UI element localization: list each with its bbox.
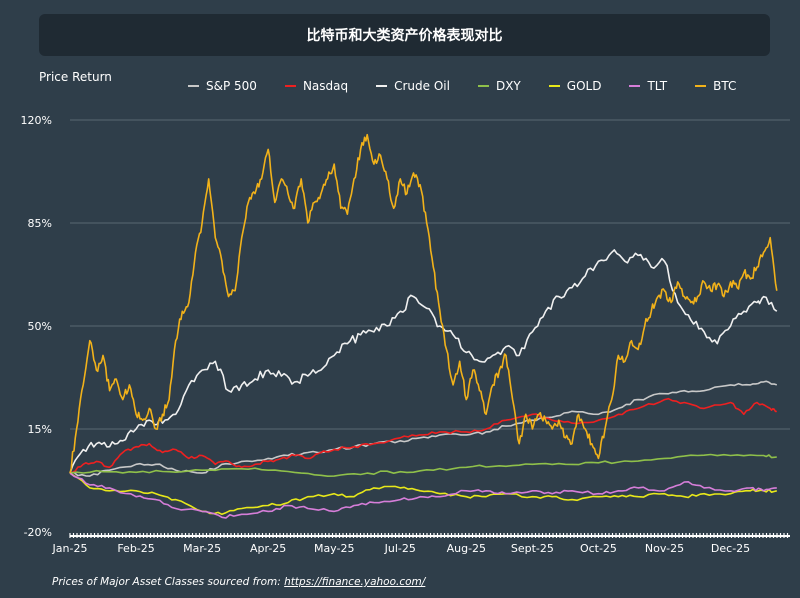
series-line-dxy <box>69 453 777 477</box>
x-tick-label: Jan-25 <box>52 542 88 555</box>
y-tick-label: -20% <box>24 526 52 539</box>
x-tick-label: Oct-25 <box>580 542 617 555</box>
y-tick-label: 120% <box>21 114 52 127</box>
legend-label: Nasdaq <box>302 79 349 93</box>
chart-title: 比特币和大类资产价格表现对比 <box>39 14 770 56</box>
legend-swatch <box>188 85 199 87</box>
legend-swatch <box>695 85 707 87</box>
series-line-btc <box>69 133 778 474</box>
legend-label: TLT <box>647 79 668 93</box>
legend: S&P 500 Nasdaq Crude Oil DXY GOLD TLT BTC <box>188 79 764 93</box>
legend-label: BTC <box>713 79 737 93</box>
x-tick-label: Mar-25 <box>183 542 221 555</box>
x-tick-label: Dec-25 <box>711 542 750 555</box>
legend-swatch <box>629 85 641 87</box>
legend-swatch <box>548 85 560 87</box>
legend-label: S&P 500 <box>206 79 257 93</box>
x-tick-label: Jul-25 <box>384 542 416 555</box>
legend-item: S&P 500 <box>188 79 257 93</box>
legend-label: Crude Oil <box>394 79 450 93</box>
legend-item: Crude Oil <box>376 79 450 93</box>
series-line-crude-oil <box>69 249 778 474</box>
source-link[interactable]: https://finance.yahoo.com/ <box>284 576 426 588</box>
x-tick-label: Apr-25 <box>250 542 286 555</box>
footer-text: Prices of Major Asset Classes sourced fr… <box>52 576 285 588</box>
legend-swatch <box>284 85 296 87</box>
legend-item: TLT <box>629 79 667 93</box>
x-tick-label: Nov-25 <box>645 542 684 555</box>
legend-item: Nasdaq <box>284 79 349 93</box>
x-tick-label: Feb-25 <box>117 542 154 555</box>
source-footer: Prices of Major Asset Classes sourced fr… <box>52 576 425 588</box>
series-line-tlt <box>69 472 777 519</box>
legend-label: DXY <box>495 79 521 93</box>
legend-item: GOLD <box>548 79 602 93</box>
legend-label: GOLD <box>566 79 602 93</box>
x-tick-label: Sept-25 <box>511 542 554 555</box>
series-line-gold <box>69 472 778 516</box>
x-tick-label: May-25 <box>314 542 355 555</box>
legend-item: DXY <box>477 79 521 93</box>
legend-swatch <box>477 85 489 87</box>
x-tick-label: Aug-25 <box>447 542 486 555</box>
y-axis-label: Price Return <box>39 70 112 84</box>
y-tick-label: 50% <box>28 320 52 333</box>
y-tick-label: 15% <box>28 423 52 436</box>
legend-item: BTC <box>695 79 736 93</box>
series-line-nasdaq <box>69 397 777 474</box>
legend-swatch <box>376 85 388 87</box>
y-tick-label: 85% <box>28 217 52 230</box>
